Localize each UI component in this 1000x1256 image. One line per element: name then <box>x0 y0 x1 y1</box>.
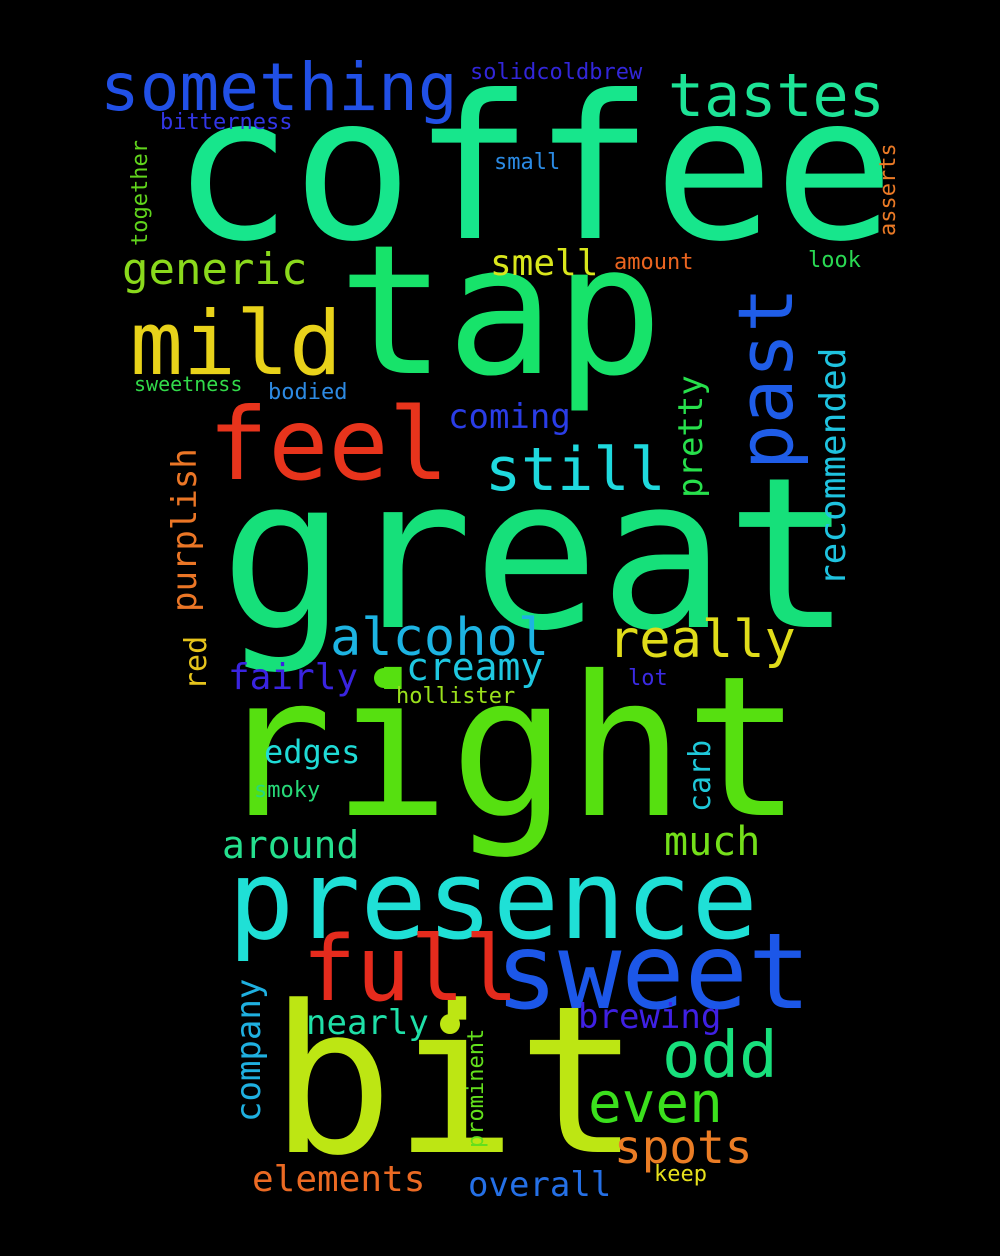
word-company: company <box>229 978 269 1122</box>
word-hollister: hollister <box>396 684 516 709</box>
word-prominent: prominent <box>464 1028 489 1148</box>
word-creamy: creamy <box>406 645 544 689</box>
word-smell: smell <box>490 243 599 284</box>
word-together: together <box>128 140 153 246</box>
dot-mark <box>440 1014 460 1034</box>
dot-mark <box>374 668 394 688</box>
word-even: even <box>588 1071 723 1136</box>
word-purplish: purplish <box>165 448 205 612</box>
word-something: something <box>100 49 458 126</box>
word-spots: spots <box>614 1120 753 1174</box>
word-sweetness: sweetness <box>134 372 243 396</box>
word-odd: odd <box>662 1019 778 1093</box>
word-alcohol: alcohol <box>330 608 550 668</box>
word-nearly: nearly <box>306 1003 429 1043</box>
word-brewing: brewing <box>578 997 722 1037</box>
word-elements: elements <box>252 1159 426 1200</box>
word-smoky: smoky <box>254 778 321 803</box>
word-generic: generic <box>122 244 308 295</box>
word-small: small <box>494 150 561 175</box>
word-overall: overall <box>468 1165 612 1205</box>
word-mild: mild <box>130 292 342 395</box>
word-sweet: sweet <box>495 911 812 1033</box>
word-right: right <box>215 634 802 861</box>
word-edges: edges <box>264 733 361 771</box>
word-amount: amount <box>614 250 694 275</box>
word-feel: feel <box>208 386 449 503</box>
word-bodied: bodied <box>268 380 348 405</box>
word-bitterness: bitterness <box>160 110 293 135</box>
word-still: still <box>485 435 666 505</box>
word-past: past <box>721 286 810 470</box>
word-keep: keep <box>654 1162 707 1187</box>
word-much: much <box>664 819 761 865</box>
word-tap: tap <box>338 207 664 416</box>
word-carb: carb <box>683 739 718 812</box>
word-look: look <box>808 248 861 273</box>
word-pretty: pretty <box>671 375 711 498</box>
word-fairly: fairly <box>228 657 359 698</box>
word-coming: coming <box>448 397 571 437</box>
word-tastes: tastes <box>668 61 885 131</box>
word-full: full <box>302 917 519 1022</box>
word-really: really <box>608 610 796 670</box>
word-coffee: coffee <box>172 53 895 286</box>
word-asserts: asserts <box>876 143 901 236</box>
word-lot: lot <box>628 666 668 691</box>
word-presence: presence <box>228 836 758 964</box>
word-great: great <box>220 432 853 677</box>
word-recommended: recommended <box>813 347 854 586</box>
word-red: red <box>179 635 214 690</box>
word-solidcoldbrew: solidcoldbrew <box>470 60 643 85</box>
word-bit: bit <box>270 963 641 1201</box>
word-around: around <box>222 823 360 867</box>
